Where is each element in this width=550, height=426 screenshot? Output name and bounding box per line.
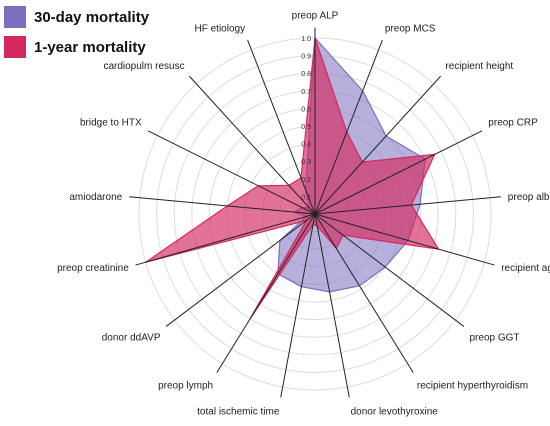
axis-label-donor-levothyroxine: donor levothyroxine — [351, 406, 439, 417]
legend-label-1year: 1-year mortality — [34, 38, 146, 56]
axis-label-amiodarone: amiodarone — [69, 192, 122, 203]
axis-label-preop-lymph: preop lymph — [158, 381, 213, 392]
legend-swatch-1year — [4, 36, 26, 58]
axis-label-preop-mcs: preop MCS — [385, 24, 436, 35]
axis-line-bridge-to-htx — [147, 130, 316, 215]
radial-tick-label-0-7: 0.7 — [301, 89, 311, 96]
series-area-1-year-mortality — [145, 37, 440, 320]
axis-line-preop-albumin — [314, 196, 501, 215]
axis-line-preop-crp — [314, 130, 483, 215]
axis-line-donor-levothyroxine — [314, 213, 350, 398]
axis-label-preop-albumin: preop albumin — [508, 192, 550, 203]
axis-label-total-ischemic-time: total ischemic time — [197, 406, 280, 417]
axis-line-preop-lymph — [216, 213, 316, 373]
radial-tick-label-1-0: 1.0 — [301, 36, 311, 43]
axis-label-preop-creatinine: preop creatinine — [57, 263, 129, 274]
axis-label-preop-crp: preop CRP — [488, 118, 538, 129]
radar-series — [145, 37, 440, 320]
axis-label-bridge-to-htx: bridge to HTX — [80, 118, 142, 129]
axis-line-donor-ddavp — [165, 213, 316, 327]
radial-tick-label-0-2: 0.2 — [301, 177, 311, 184]
radial-tick-label-0-6: 0.6 — [301, 106, 311, 113]
legend-item-1year: 1-year mortality — [4, 36, 146, 58]
axis-label-cardiopulm-resusc: cardiopulm resusc — [103, 61, 184, 72]
axis-line-recipient-height — [314, 75, 442, 215]
radial-tick-label-0-9: 0.9 — [301, 54, 311, 61]
axis-line-recipient-hyperthyroidism — [314, 213, 414, 373]
radial-tick-label-0-4: 0.4 — [301, 142, 311, 149]
radar-axis-labels: preop ALP preop MCS recipient height preop … — [57, 10, 550, 417]
axis-line-preop-mcs — [314, 39, 383, 215]
radar-tick-labels: 0.1 0.2 0.3 0.4 0.5 0.6 0.7 0.8 0.9 1.0 — [301, 36, 311, 201]
axis-label-preop-alp: preop ALP — [292, 10, 339, 21]
axis-label-preop-ggt: preop GGT — [470, 333, 520, 344]
legend-label-30day: 30-day mortality — [34, 8, 150, 26]
axis-line-cardiopulm-resusc — [188, 75, 316, 215]
axis-label-recipient-height: recipient height — [445, 61, 513, 72]
axis-line-total-ischemic-time — [280, 213, 316, 398]
radial-tick-label-0-3: 0.3 — [301, 159, 311, 166]
axis-line-recipient-age — [314, 213, 495, 266]
axis-label-hf-etiology: HF etiology — [195, 24, 246, 35]
axis-line-amiodarone — [129, 196, 316, 215]
legend-swatch-30day — [4, 6, 26, 28]
axis-label-recipient-age: recipient age — [501, 263, 550, 274]
axis-line-preop-ggt — [314, 213, 465, 327]
radial-tick-label-0-5: 0.5 — [301, 124, 311, 131]
legend-item-30day: 30-day mortality — [4, 6, 149, 28]
axis-label-recipient-hyperthyroidism: recipient hyperthyroidism — [417, 381, 528, 392]
radial-tick-label-0-1: 0.1 — [301, 194, 311, 201]
axis-line-preop-creatinine — [135, 213, 316, 266]
radial-tick-label-0-8: 0.8 — [301, 71, 311, 78]
axis-line-hf-etiology — [247, 39, 316, 215]
axis-label-donor-ddavp: donor ddAVP — [102, 333, 161, 344]
radar-axes — [129, 27, 501, 398]
